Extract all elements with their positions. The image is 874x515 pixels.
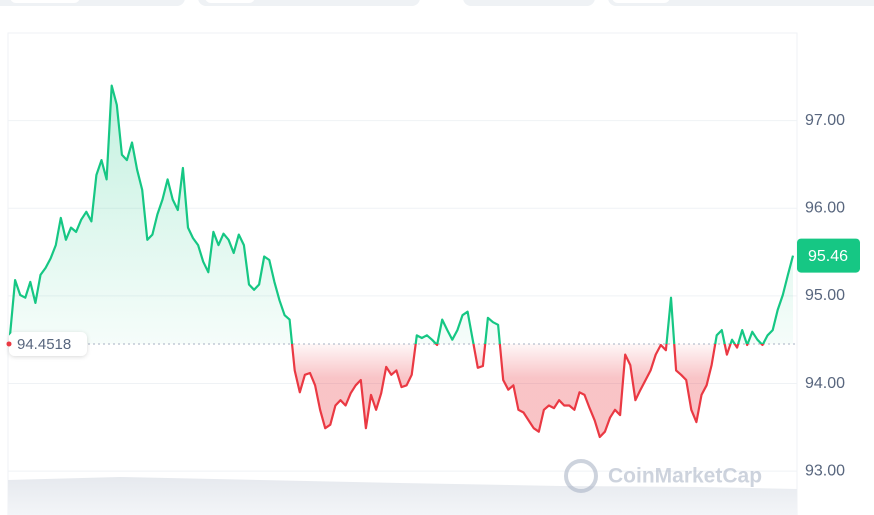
baseline-dot	[6, 341, 12, 347]
tab-group[interactable]	[463, 0, 595, 6]
price-line	[8, 84, 795, 439]
baseline-label: 94.4518	[17, 336, 71, 353]
watermark-text: CoinMarketCap	[608, 465, 762, 488]
y-tick-label: 94.00	[805, 375, 845, 392]
y-tick-label: 95.00	[805, 287, 845, 304]
tab[interactable]	[10, 0, 80, 3]
tab[interactable]	[205, 0, 255, 3]
plot	[8, 84, 797, 439]
price-label: 95.46	[808, 248, 848, 265]
tab[interactable]	[612, 0, 670, 3]
tab-group[interactable]	[198, 0, 420, 6]
plot-frame	[7, 32, 798, 515]
tab-group[interactable]	[608, 0, 874, 6]
price-label-box	[797, 238, 860, 273]
y-tick-label: 97.00	[805, 112, 845, 129]
watermark: CoinMarketCap	[564, 459, 762, 493]
area	[10, 85, 793, 437]
volume-area	[8, 477, 797, 515]
labels: 93.00 94.00 95.00 96.00 97.00 94.4518 95.46	[6, 112, 860, 479]
top-tabs	[0, 0, 874, 6]
y-tick-label: 93.00	[805, 462, 845, 479]
baseline-label-box	[9, 331, 87, 356]
watermark-logo	[564, 459, 598, 493]
y-tick-label: 96.00	[805, 199, 845, 216]
